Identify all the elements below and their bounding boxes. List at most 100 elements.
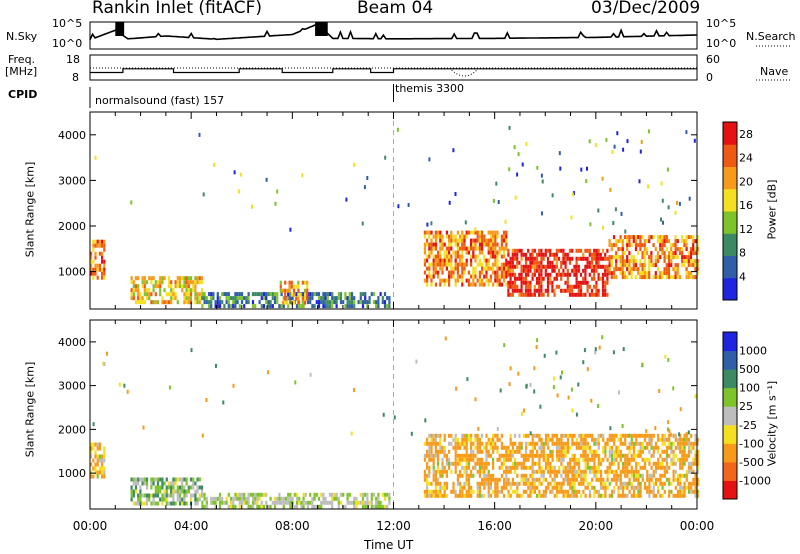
power-cell bbox=[604, 268, 607, 273]
power-cell bbox=[377, 296, 380, 301]
velocity-cell bbox=[672, 493, 675, 498]
power-cell bbox=[163, 276, 166, 281]
velocity-cell bbox=[481, 477, 484, 482]
velocity-cell bbox=[472, 489, 475, 494]
power-cell bbox=[474, 230, 477, 235]
power-cell bbox=[324, 292, 327, 297]
velocity-cell bbox=[632, 453, 636, 458]
velocity-cell bbox=[553, 481, 556, 486]
power-cell bbox=[696, 235, 699, 240]
power-cell bbox=[287, 304, 290, 309]
velocity-cell bbox=[192, 485, 195, 490]
power-cell bbox=[456, 238, 459, 243]
power-cell bbox=[92, 267, 95, 272]
velocity-cell bbox=[98, 466, 101, 471]
power-cell bbox=[672, 267, 675, 272]
velocity-cell bbox=[430, 449, 433, 454]
power-cell bbox=[619, 235, 622, 240]
velocity-cell bbox=[234, 496, 237, 501]
power-cell bbox=[612, 271, 616, 276]
power-cell bbox=[478, 250, 481, 255]
velocity-cell bbox=[156, 477, 160, 482]
velocity-cell bbox=[141, 481, 144, 486]
velocity-cell bbox=[505, 465, 508, 470]
power-cell bbox=[154, 280, 157, 285]
power-cell bbox=[161, 276, 164, 281]
velocity-cell bbox=[540, 481, 543, 486]
velocity-cell bbox=[531, 453, 534, 458]
velocity-cell bbox=[454, 445, 457, 450]
power-cell bbox=[273, 296, 277, 301]
velocity-cell bbox=[152, 501, 155, 506]
power-cell bbox=[628, 263, 631, 268]
velocity-cell bbox=[571, 433, 574, 438]
velocity-cell bbox=[465, 473, 468, 478]
velocity-cell bbox=[492, 477, 495, 482]
power-cell bbox=[500, 266, 503, 271]
velocity-cell bbox=[525, 489, 528, 494]
velocity-cell bbox=[478, 469, 481, 474]
velocity-cell bbox=[178, 493, 182, 498]
velocity-cell bbox=[566, 465, 570, 470]
power-cell bbox=[463, 246, 466, 251]
velocity-cell bbox=[203, 492, 206, 497]
velocity-scatter-cell bbox=[455, 386, 458, 391]
power-cell bbox=[494, 262, 497, 267]
velocity-cell bbox=[430, 489, 433, 494]
velocity-cell bbox=[591, 465, 594, 470]
velocity-cell bbox=[593, 449, 596, 454]
velocity-cell bbox=[465, 461, 468, 466]
velocity-cell bbox=[690, 433, 693, 438]
power-cell bbox=[621, 255, 624, 260]
power-cell bbox=[245, 300, 248, 305]
power-cell bbox=[161, 300, 164, 305]
power-cell bbox=[448, 262, 451, 267]
velocity-cell bbox=[511, 465, 514, 470]
velocity-cell bbox=[668, 477, 671, 482]
velocity-cell bbox=[383, 504, 387, 509]
velocity-cell bbox=[560, 489, 563, 494]
velocity-cell bbox=[597, 461, 600, 466]
velocity-cell bbox=[170, 485, 173, 490]
velocity-cell bbox=[145, 477, 149, 482]
velocity-cell bbox=[483, 469, 486, 474]
power-cell bbox=[227, 296, 230, 301]
velocity-cell bbox=[452, 461, 455, 466]
velocity-cell bbox=[593, 485, 596, 490]
velocity-cell bbox=[637, 493, 640, 498]
velocity-cell bbox=[674, 493, 677, 498]
velocity-cell bbox=[694, 441, 697, 446]
power-cell bbox=[540, 292, 543, 297]
velocity-cell bbox=[586, 445, 589, 450]
power-cell bbox=[685, 243, 688, 248]
power-cell bbox=[579, 288, 583, 293]
velocity-cell bbox=[165, 497, 168, 502]
velocity-cell bbox=[474, 433, 477, 438]
velocity-cell bbox=[522, 473, 525, 478]
power-cell bbox=[553, 288, 556, 293]
velocity-cell bbox=[511, 445, 514, 450]
velocity-cell bbox=[331, 492, 334, 497]
velocity-cell bbox=[430, 481, 433, 486]
velocity-cell bbox=[641, 441, 644, 446]
velocity-cell bbox=[555, 449, 559, 454]
velocity-cell bbox=[445, 461, 448, 466]
power-cell bbox=[423, 262, 426, 267]
power-cell bbox=[426, 266, 429, 271]
velocity-cell bbox=[372, 492, 376, 497]
power-cell bbox=[463, 270, 466, 275]
power-cell bbox=[694, 263, 697, 268]
power-cell bbox=[628, 239, 631, 244]
power-cell bbox=[291, 296, 294, 301]
power-cell bbox=[472, 238, 475, 243]
power-cell bbox=[689, 275, 693, 280]
power-cell bbox=[652, 263, 655, 268]
power-cell bbox=[632, 255, 635, 260]
velocity-cell bbox=[577, 441, 581, 446]
power-cell bbox=[663, 267, 666, 272]
velocity-cell bbox=[608, 449, 611, 454]
power-cell bbox=[544, 264, 547, 269]
velocity-cell bbox=[94, 470, 97, 475]
velocity-cell bbox=[573, 441, 576, 446]
